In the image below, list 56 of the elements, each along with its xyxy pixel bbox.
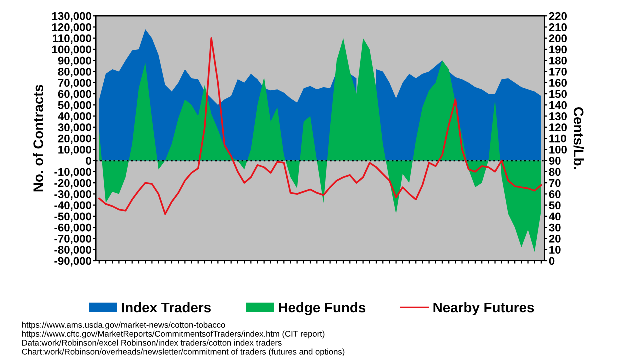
y2-tick-label: 10 <box>550 246 561 254</box>
y2-tick-label: 60 <box>549 190 561 198</box>
y-tick-label: 130,000 <box>52 12 92 22</box>
y-tick-label: 10,000 <box>58 146 92 156</box>
y2-tick-label: 190 <box>550 46 567 54</box>
y2-tick-label: 130 <box>550 112 567 120</box>
text: https://www.cftc.gov/MarketReports/CommitmentsofTraders/index.htm (CIT report) <box>22 330 325 339</box>
y-tick-label: 60,000 <box>58 90 92 100</box>
y-tick-label: 100,000 <box>52 46 92 56</box>
y-tick-label: -60,000 <box>54 224 92 234</box>
text: https://www.ams.usda.gov/market-news/cotton-tobacco <box>22 322 226 330</box>
y2-tick-label: 160 <box>550 79 567 88</box>
legend-label: Hedge Funds <box>279 302 366 316</box>
y-tick-label: 40,000 <box>58 112 92 122</box>
y2-tick-label: 140 <box>550 101 567 110</box>
line-series <box>98 38 542 216</box>
y-tick-label: -70,000 <box>54 234 92 244</box>
y2-tick-label: 210 <box>549 24 567 32</box>
y-tick-label: 30,000 <box>58 124 92 134</box>
y2-tick-label: 70 <box>549 179 561 188</box>
y2-axis-title: Cents/Lb. <box>574 107 584 170</box>
y2-tick-label: 40 <box>549 212 561 221</box>
y-tick-label: 80,000 <box>58 68 92 78</box>
y-tick-label: 0 <box>86 157 92 165</box>
y-axis-title: No. of Contracts <box>33 85 44 192</box>
y-tick-label: -80,000 <box>54 246 92 256</box>
y2-tick-label: 0 <box>549 257 555 266</box>
y2-tick-label: 170 <box>550 68 567 76</box>
y2-tick-label: 220 <box>549 12 567 20</box>
y-tick-label: 20,000 <box>58 134 92 144</box>
y2-tick-label: 110 <box>550 134 566 143</box>
y-tick-label: -10,000 <box>54 168 92 178</box>
y2-tick-label: 180 <box>550 56 567 65</box>
text: Chart:work/Robinson/overheads/newsletter/commitment of traders (futures and options) <box>22 348 345 357</box>
y-tick-label: -40,000 <box>54 202 92 212</box>
y2-tick-label: 200 <box>549 34 567 43</box>
y2-tick-label: 120 <box>550 124 567 132</box>
y2-tick-label: 30 <box>549 224 561 232</box>
y2-tick-label: 150 <box>550 90 567 98</box>
y2-tick-label: 20 <box>549 234 561 243</box>
y-tick-label: 90,000 <box>58 56 92 66</box>
text: Data:work/Robinson/excel Robinson/index traders/cotton index traders <box>22 340 282 346</box>
y-tick-label: -30,000 <box>54 190 92 200</box>
y-tick-label: 110,000 <box>53 34 92 44</box>
y-tick-label: -90,000 <box>54 257 92 267</box>
legend-label: Index Traders <box>122 302 211 313</box>
legend-label: Nearby Futures <box>434 302 534 316</box>
y-tick-label: 70,000 <box>58 79 92 89</box>
y-tick-label: 120,000 <box>52 24 92 33</box>
y-tick-label: -20,000 <box>54 179 92 189</box>
y-tick-label: -50,000 <box>54 212 92 222</box>
y2-tick-label: 50 <box>549 202 561 210</box>
y2-tick-label: 90 <box>549 157 561 165</box>
y2-tick-label: 100 <box>550 146 567 154</box>
y2-tick-label: 80 <box>549 168 561 176</box>
y-tick-label: 50,000 <box>58 101 92 111</box>
